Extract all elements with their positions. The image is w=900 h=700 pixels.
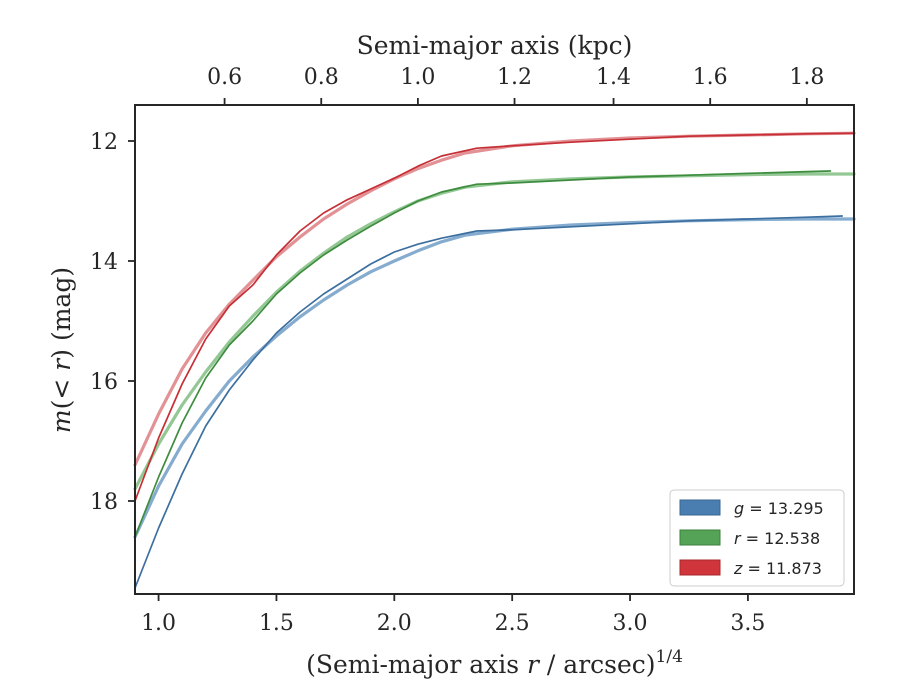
y-axis-title-var-r: r bbox=[47, 357, 76, 371]
x-axis-title-var: r bbox=[527, 650, 541, 679]
legend-swatch-z bbox=[679, 559, 721, 576]
legend-eq-g: = bbox=[744, 499, 768, 518]
legend-var-r: r bbox=[734, 529, 742, 548]
y-tick-label: 12 bbox=[90, 130, 118, 155]
y-axis-title-part-1: (< bbox=[47, 371, 76, 410]
x-tick-label: 3.5 bbox=[730, 611, 765, 636]
top-tick-label: 0.8 bbox=[304, 65, 339, 90]
legend-eq-r: = bbox=[741, 529, 765, 548]
plot-lines bbox=[133, 131, 856, 589]
series-line-g-model bbox=[133, 217, 856, 539]
legend-var-g: g bbox=[734, 499, 744, 518]
x-tick-label: 1.5 bbox=[259, 611, 294, 636]
top-tick-label: 1.0 bbox=[400, 65, 435, 90]
top-tick-label: 1.4 bbox=[596, 65, 631, 90]
x-axis-title-part-2: / arcsec) bbox=[539, 650, 656, 679]
top-tick-label: 1.2 bbox=[497, 65, 532, 90]
y-axis: 12 14 16 18 bbox=[90, 130, 135, 515]
legend-swatch-r bbox=[679, 529, 721, 546]
bottom-x-axis: 1.0 1.5 2.0 2.5 3.0 3.5 bbox=[141, 594, 765, 636]
y-axis-title-var-m: m bbox=[47, 409, 76, 433]
x-tick-label: 2.5 bbox=[495, 611, 530, 636]
legend-var-z: z bbox=[733, 559, 743, 578]
series-line-g bbox=[134, 215, 844, 589]
legend-value-z: 11.873 bbox=[766, 559, 822, 578]
series-line-z bbox=[134, 132, 855, 502]
legend-eq-z: = bbox=[742, 559, 766, 578]
x-tick-label: 2.0 bbox=[377, 611, 412, 636]
x-axis-title-exponent: 1/4 bbox=[656, 647, 683, 667]
legend-label-g: g = 13.295 bbox=[734, 499, 824, 518]
top-x-axis: 0.6 0.8 1.0 1.2 1.4 1.6 1.8 bbox=[207, 65, 824, 105]
top-tick-label: 1.8 bbox=[789, 65, 824, 90]
legend: g = 13.295 r = 12.538 z = 11.873 bbox=[669, 489, 845, 587]
series-line-r bbox=[134, 170, 832, 538]
top-tick-label: 1.6 bbox=[693, 65, 728, 90]
y-axis-title-part-2: ) (mag) bbox=[47, 267, 76, 359]
y-axis-title: m(< r) (mag) bbox=[47, 267, 76, 433]
y-tick-label: 18 bbox=[90, 490, 118, 515]
top-x-axis-title: Semi-major axis (kpc) bbox=[357, 31, 633, 60]
top-tick-label: 0.6 bbox=[207, 65, 242, 90]
x-tick-label: 3.0 bbox=[613, 611, 648, 636]
x-axis-title: (Semi-major axis r / arcsec)1/4 bbox=[306, 647, 683, 679]
x-axis-title-part-1: (Semi-major axis bbox=[306, 650, 527, 679]
legend-value-g: 13.295 bbox=[768, 499, 824, 518]
y-tick-label: 16 bbox=[90, 370, 118, 395]
legend-value-r: 12.538 bbox=[764, 529, 820, 548]
x-tick-label: 1.0 bbox=[141, 611, 176, 636]
plot-frame bbox=[134, 104, 855, 595]
y-tick-label: 14 bbox=[90, 250, 118, 275]
legend-swatch-g bbox=[679, 499, 721, 516]
legend-label-r: r = 12.538 bbox=[734, 529, 820, 548]
legend-label-z: z = 11.873 bbox=[733, 559, 822, 578]
